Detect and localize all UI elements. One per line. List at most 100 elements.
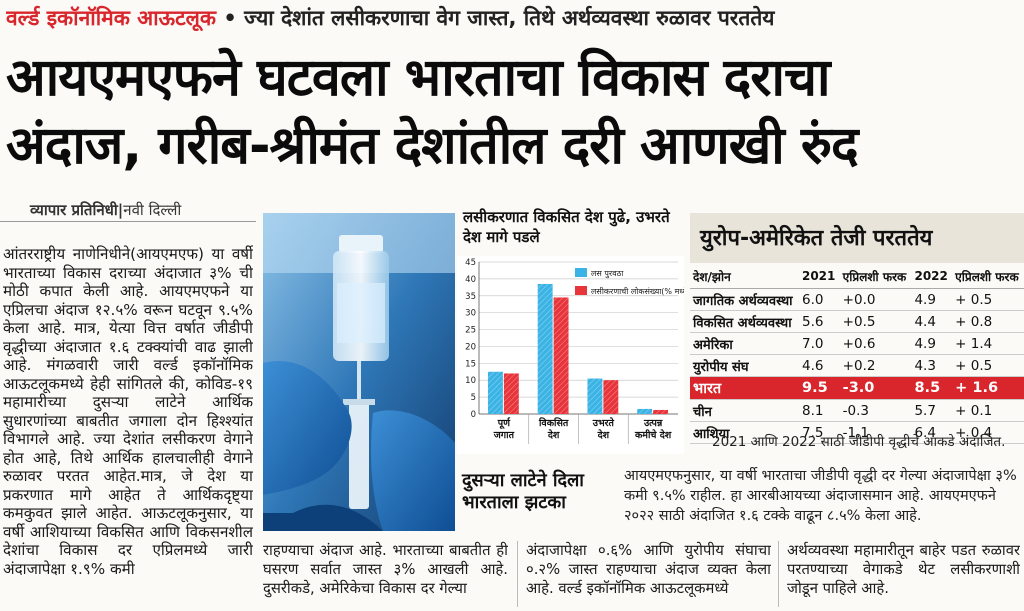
section-kicker: वर्ल्ड इकॉनॉमिक आऊटलूक • ज्या देशांत लसी… — [6, 4, 1018, 36]
table-cell: 4.4 — [911, 310, 953, 333]
chart-x-tick-label: उत्पन्न — [643, 418, 663, 429]
chart-bar-hatch — [653, 409, 669, 414]
subhead-second-wave: दुसऱ्या लाटेने दिला भारताला झटका — [462, 470, 584, 513]
table-row: युरोपीय संघ 4.6 +0.2 4.3 + 0.5 — [690, 354, 1024, 377]
table-cell: 8.1 — [798, 399, 840, 422]
table-header-band — [690, 213, 1024, 263]
byline-author: व्यापार प्रतिनिधी — [30, 201, 118, 219]
table-row-label: जागतिक अर्थव्यवस्था — [690, 288, 799, 311]
chart-bar-hatch — [487, 371, 503, 414]
vaccination-bar-chart: 051015202530354045पूर्णजगातविकसितदेशउभरत… — [465, 258, 690, 444]
table-cell: 6.0 — [798, 288, 840, 311]
table-header-cell: 2022 — [911, 264, 953, 289]
table-cell: -0.3 — [839, 399, 912, 422]
headline: आयएमएफने घटवला भारताचा विकास दराचा अंदाज… — [6, 44, 1018, 180]
chart-box: 0 5 10 15 20 25 30 35 40 45 पूर्ण जगात विकसित देश उभरत… — [457, 256, 690, 454]
chart-x-tick-label: कमीचे देश — [634, 429, 672, 441]
byline-separator: | — [117, 201, 124, 219]
chart-bar-hatch — [553, 297, 569, 414]
vaccine-illustration — [263, 213, 455, 531]
table-header-cell: देश/झोन — [690, 264, 799, 289]
vaccine-photo — [263, 213, 455, 531]
headline-line-2: अंदाज, गरीब-श्रीमंत देशांतील दरी आणखी रु… — [6, 116, 859, 176]
table-header-cell: एप्रिलशी फरक — [839, 264, 912, 289]
chart-legend-swatch — [575, 286, 587, 295]
article-column-3: अंदाजापेक्षा ०.६% आणि युरोपीय संघाचा ०.२… — [526, 542, 771, 597]
article-column-4: अर्थव्यवस्था महामारीतून बाहेर पडत रुळावर… — [787, 542, 1020, 597]
column-divider — [778, 541, 779, 607]
chart-y-tick-label: 10 — [465, 376, 476, 386]
table-header-cell: 2021 — [798, 264, 840, 289]
byline-rule — [0, 221, 256, 222]
table-row: आशिया 7.5 -1.1 6.4 + 0.4 — [690, 421, 1024, 444]
chart-legend-label: लसीकरणाची लोकसंख्या(% मध्ये) — [591, 286, 684, 296]
article-column-2: राहण्याचा अंदाज आहे. भारताच्या बाबतीत ही… — [263, 542, 508, 597]
table-header-cell: एप्रिलशी फरक — [952, 264, 1024, 289]
table-cell: + 0.8 — [952, 310, 1024, 333]
chart-x-tick-label: पूर्ण — [497, 417, 511, 429]
chart-legend-label: लस पुरवठा — [591, 269, 624, 279]
table-cell: + 1.4 — [952, 332, 1024, 355]
chart-title: लसीकरणात विकसित देश पुढे, उभरते देश मागे… — [463, 208, 670, 246]
table-cell: + 0.5 — [952, 354, 1024, 377]
table-row-label: विकसित अर्थव्यवस्था — [690, 310, 799, 333]
table-cell: 5.6 — [798, 310, 840, 333]
table-cell: 8.5 — [911, 376, 953, 400]
table-cell: 4.9 — [911, 288, 953, 311]
table-cell: +0.2 — [839, 354, 912, 377]
table-cell: 4.6 — [798, 354, 840, 377]
table-cell: 7.0 — [798, 332, 840, 355]
table-cell: + 0.5 — [952, 288, 1024, 311]
table-row: जागतिक अर्थव्यवस्था 6.0 +0.0 4.9 + 0.5 — [690, 288, 1024, 311]
table-cell: +0.0 — [839, 288, 912, 311]
table-cell: 9.5 — [798, 376, 840, 400]
table-cell: 6.4 — [911, 421, 953, 444]
chart-x-tick-label: विकसित — [538, 417, 569, 429]
table-cell: -3.0 — [839, 376, 912, 400]
table-cell: 4.9 — [911, 332, 953, 355]
table-row: विकसित अर्थव्यवस्था 5.6 +0.5 4.4 + 0.8 — [690, 310, 1024, 333]
chart-bar-hatch — [603, 380, 619, 414]
table-row-label: युरोपीय संघ — [690, 354, 799, 377]
chart-y-tick-label: 25 — [465, 326, 476, 336]
chart-legend-swatch — [575, 268, 587, 277]
gdp-growth-table: देश/झोन 2021 एप्रिलशी फरक 2022 एप्रिलशी … — [690, 264, 1024, 444]
table-row: भारत 9.5 -3.0 8.5 + 1.6 — [690, 376, 1024, 400]
table-cell: +0.5 — [839, 310, 912, 333]
table-row-label: चीन — [690, 399, 799, 422]
chart-y-tick-label: 20 — [465, 342, 476, 352]
chart-y-tick-label: 30 — [465, 309, 476, 319]
kicker-bullet: • — [223, 6, 237, 30]
column-divider — [517, 541, 518, 607]
table-cell: +0.6 — [839, 332, 912, 355]
table-cell: + 0.4 — [952, 421, 1024, 444]
byline: व्यापार प्रतिनिधी|नवी दिल्ली — [30, 200, 181, 220]
kicker-section: वर्ल्ड इकॉनॉमिक आऊटलूक — [6, 6, 217, 30]
table-header-row: देश/झोन 2021 एप्रिलशी फरक 2022 एप्रिलशी … — [690, 264, 1024, 289]
article-column-1: आंतरराष्ट्रीय नाणेनिधीने(आयएमएफ) या वर्ष… — [3, 245, 253, 578]
chart-bar-hatch — [637, 408, 653, 414]
chart-y-tick-label: 45 — [465, 258, 476, 268]
table-cell: -1.1 — [839, 421, 912, 444]
table-cell: 4.3 — [911, 354, 953, 377]
chart-x-tick-label: उभरते — [592, 417, 615, 429]
chart-bar-hatch — [503, 373, 519, 414]
table-row: चीन 8.1 -0.3 5.7 + 0.1 — [690, 399, 1024, 422]
chart-x-tick-label: देश — [547, 429, 560, 441]
headline-line-1: आयएमएफने घटवला भारताचा विकास दराचा — [6, 48, 831, 108]
table-cell: + 0.1 — [952, 399, 1024, 422]
chart-y-tick-label: 35 — [465, 292, 476, 302]
table-row-label: आशिया — [690, 421, 799, 444]
chart-y-tick-label: 15 — [465, 359, 476, 369]
table-note: 2021 आणि 2022 साठी जीडीपी वृद्धीचे आकडे … — [712, 434, 1006, 450]
chart-y-tick-label: 0 — [471, 410, 476, 420]
table-cell: + 1.6 — [952, 376, 1024, 400]
chart-bar-hatch — [587, 378, 603, 414]
chart-x-tick-label: देश — [597, 429, 610, 441]
table-cell: 7.5 — [798, 421, 840, 444]
table-cell: 5.7 — [911, 399, 953, 422]
india-info-box: आयएमएफनुसार, या वर्षी भारताचा जीडीपी वृद… — [624, 468, 1017, 524]
chart-x-tick-label: जगात — [493, 430, 515, 441]
table-row-label: अमेरिका — [690, 332, 799, 355]
table-title: युरोप-अमेरिकेत तेजी परततेय — [700, 226, 933, 251]
